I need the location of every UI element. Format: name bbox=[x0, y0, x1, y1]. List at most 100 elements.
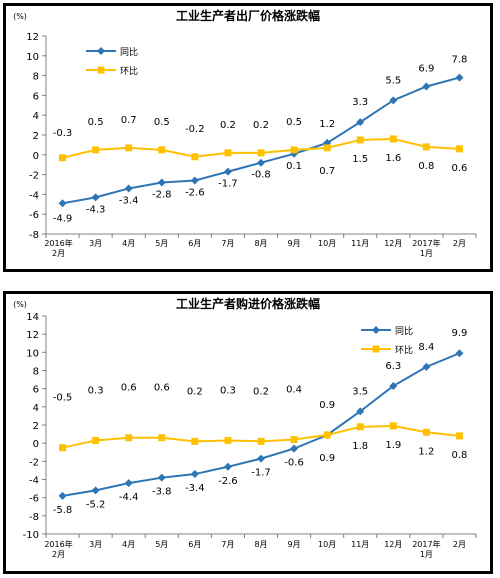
data-label: 7.8 bbox=[452, 55, 468, 66]
data-point-diamond bbox=[356, 118, 365, 127]
x-tick-label: 8月 bbox=[254, 540, 267, 549]
data-label: 5.5 bbox=[385, 75, 401, 86]
data-point-square bbox=[224, 149, 232, 157]
data-point-diamond bbox=[257, 158, 265, 167]
data-point-square bbox=[455, 432, 463, 440]
data-point-square bbox=[290, 436, 298, 444]
x-tick-label: 5月 bbox=[155, 540, 168, 549]
data-point-diamond bbox=[91, 193, 100, 202]
data-point-square bbox=[125, 144, 133, 152]
data-point-diamond bbox=[124, 479, 133, 488]
data-label: 0.9 bbox=[319, 453, 335, 464]
x-tick-label: 2017年 1月 bbox=[412, 238, 440, 258]
data-point-square bbox=[191, 437, 199, 445]
data-point-square bbox=[422, 143, 430, 151]
legend-label: 环比 bbox=[120, 65, 138, 77]
data-point-diamond bbox=[389, 381, 398, 390]
x-tick-label: 6月 bbox=[188, 540, 201, 549]
data-point-diamond bbox=[157, 473, 166, 482]
legend-marker-diamond bbox=[97, 47, 105, 55]
data-label: -3.4 bbox=[119, 195, 139, 206]
data-label: 6.3 bbox=[385, 361, 401, 372]
data-label: -1.7 bbox=[218, 179, 238, 190]
data-label: 3.3 bbox=[352, 97, 368, 108]
data-point-square bbox=[59, 154, 67, 162]
x-tick-label: 12月 bbox=[384, 540, 402, 549]
data-label: 0.1 bbox=[286, 161, 302, 172]
data-label: 1.2 bbox=[418, 446, 434, 457]
data-label: 0.5 bbox=[88, 117, 104, 128]
y-tick-label: 10 bbox=[26, 52, 39, 63]
data-point-square bbox=[356, 136, 364, 144]
y-tick-label: 8 bbox=[33, 72, 39, 83]
x-tick-label: 11月 bbox=[351, 540, 369, 549]
data-label: -4.4 bbox=[119, 492, 139, 503]
data-point-square bbox=[257, 149, 265, 157]
data-point-square bbox=[323, 431, 331, 439]
y-axis-unit: (%) bbox=[13, 12, 27, 21]
data-point-square bbox=[59, 444, 67, 452]
x-tick-label: 4月 bbox=[122, 239, 135, 248]
data-point-diamond bbox=[422, 82, 431, 91]
y-tick-label: 4 bbox=[33, 111, 39, 122]
data-label: -4.9 bbox=[53, 213, 73, 224]
x-tick-label: 11月 bbox=[351, 239, 369, 248]
data-label: 3.5 bbox=[352, 386, 368, 397]
data-point-square bbox=[125, 434, 133, 442]
data-point-square bbox=[389, 135, 397, 143]
data-label: 0.6 bbox=[154, 383, 170, 394]
data-label: 1.6 bbox=[385, 153, 401, 164]
chart-panel-purchase-prices: 工业生产者购进价格涨跌幅 (%) -10 -8 -6 -4 -2 0 2 4 6 8 10 12 14 201… bbox=[3, 291, 493, 574]
data-point-diamond bbox=[91, 486, 100, 495]
data-label: -0.5 bbox=[53, 393, 73, 404]
data-label: 0.7 bbox=[121, 115, 137, 126]
series-yoy: -5.8 -5.2 -4.4 -3.8 -3.4 -2.6 -1.7 -0.6 0.9 3.5 6.… bbox=[53, 328, 468, 516]
data-label: -2.6 bbox=[218, 476, 238, 487]
x-tick-label: 9月 bbox=[288, 239, 301, 248]
legend-label: 环比 bbox=[395, 344, 413, 356]
y-tick-label: -4 bbox=[29, 476, 39, 487]
data-point-square bbox=[422, 428, 430, 436]
chart-output-prices: 工业生产者出厂价格涨跌幅 (%) -8 -6 -4 -2 0 2 4 6 8 10 12 2016年 2月 3… bbox=[13, 8, 477, 258]
data-label: 1.9 bbox=[385, 440, 401, 451]
data-label: -0.8 bbox=[251, 170, 271, 181]
y-tick-label: 10 bbox=[26, 348, 39, 359]
data-label: 0.8 bbox=[452, 450, 468, 461]
y-tick-label: 12 bbox=[26, 32, 39, 43]
legend-marker-square bbox=[372, 345, 380, 353]
y-tick-label: -6 bbox=[29, 494, 39, 505]
x-tick-label: 2月 bbox=[453, 239, 466, 248]
data-label: 9.9 bbox=[452, 328, 468, 339]
data-label: -5.8 bbox=[53, 505, 73, 516]
data-point-diamond bbox=[257, 454, 265, 463]
y-tick-label: 4 bbox=[33, 403, 39, 414]
data-label: 0.2 bbox=[253, 120, 269, 131]
data-label: -0.6 bbox=[284, 458, 304, 469]
chart-purchase-prices: 工业生产者购进价格涨跌幅 (%) -10 -8 -6 -4 -2 0 2 4 6 8 10 12 14 201… bbox=[13, 296, 477, 559]
x-tick-label: 3月 bbox=[89, 239, 102, 248]
data-label: -3.8 bbox=[152, 487, 172, 498]
data-label: 8.4 bbox=[418, 342, 434, 353]
x-tick-label: 7月 bbox=[221, 239, 234, 248]
series-mom: -0.5 0.3 0.6 0.6 0.2 0.3 0.2 0.4 0.9 1.8 1.9 1.2 0.8 bbox=[53, 383, 468, 461]
data-point-square bbox=[158, 434, 166, 442]
data-label: 1.8 bbox=[352, 441, 368, 452]
x-tick-label: 2016年 2月 bbox=[44, 238, 72, 258]
data-label: 0.6 bbox=[452, 163, 468, 174]
y-axis-unit: (%) bbox=[13, 300, 27, 309]
data-label: 0.2 bbox=[220, 120, 236, 131]
data-point-diamond bbox=[389, 96, 398, 105]
y-tick-label: 2 bbox=[33, 421, 39, 432]
x-tick-label: 2016年 2月 bbox=[44, 539, 72, 559]
x-tick-label: 2月 bbox=[453, 540, 466, 549]
y-tick-label: 12 bbox=[26, 330, 39, 341]
x-tick-label: 8月 bbox=[254, 239, 267, 248]
data-point-square bbox=[191, 153, 199, 161]
data-label: 1.2 bbox=[319, 119, 335, 130]
data-label: 0.9 bbox=[319, 400, 335, 411]
data-label: 1.5 bbox=[352, 154, 368, 165]
y-tick-label: 6 bbox=[33, 385, 39, 396]
data-label: -2.6 bbox=[185, 188, 205, 199]
data-label: 0.6 bbox=[121, 383, 137, 394]
data-point-diamond bbox=[124, 184, 133, 193]
